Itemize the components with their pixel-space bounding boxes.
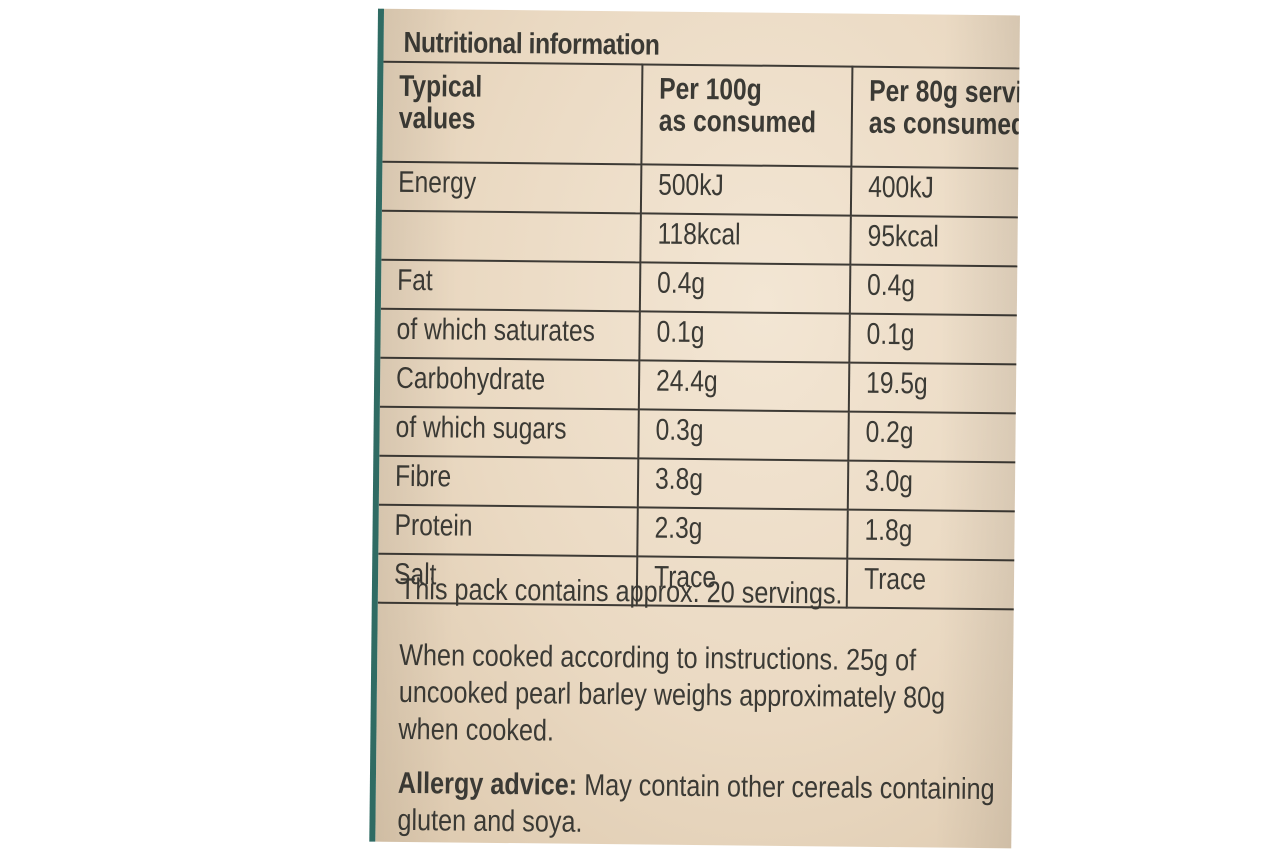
servings-note: This pack contains approx. 20 servings. (399, 572, 843, 611)
table-row: Energy 500kJ 400kJ (381, 161, 1020, 219)
row-value-per-100g: 0.4g (639, 262, 850, 314)
row-value-per-100g: 500kJ (640, 164, 851, 216)
row-value-per-serving: 0.4g (849, 264, 1020, 317)
row-value-per-100g: 118kcal (640, 213, 851, 265)
allergy-advice-text: May contain other cereals containing (577, 768, 995, 807)
row-value-per-100g: 0.1g (639, 311, 850, 363)
header-per-100g: Per 100g as consumed (641, 64, 852, 167)
row-label: of which saturates (380, 308, 640, 361)
row-label: Energy (381, 161, 642, 214)
row-value-per-serving: 3.0g (847, 460, 1020, 513)
row-value-per-100g: 24.4g (638, 360, 849, 412)
allergy-advice: Allergy advice: May contain other cereal… (397, 765, 1020, 846)
header-typical-values: Typical values (382, 61, 643, 165)
row-label: Fat (380, 259, 641, 312)
table-row: Fibre 3.8g 3.0g (378, 455, 1020, 513)
row-value-per-100g: 0.3g (638, 409, 849, 461)
row-value-per-serving: 95kcal (849, 215, 1020, 268)
table-row: Protein 2.3g 1.8g (378, 504, 1020, 562)
row-label: of which sugars (379, 406, 639, 459)
table-row: of which sugars 0.3g 0.2g (379, 406, 1020, 464)
header-per-80g-serving: Per 80g serving as consumed (850, 66, 1020, 170)
row-value-per-serving: 400kJ (850, 166, 1020, 219)
nutrition-table: Typical values Per 100g as consumed Per 80… (377, 61, 1020, 611)
row-value-per-serving: 1.8g (846, 509, 1020, 562)
row-label: Fibre (378, 455, 639, 508)
allergy-advice-text-cont: gluten and soya. (397, 803, 583, 839)
cooking-note: When cooked according to instructions. 2… (398, 638, 946, 748)
nutrition-label-photo: Nutritional information Typical values Pe… (369, 8, 1020, 849)
row-value-per-100g: 2.3g (637, 507, 848, 559)
row-label (381, 210, 641, 263)
table-row: 118kcal 95kcal (381, 210, 1020, 268)
table-row: Carbohydrate 24.4g 19.5g (379, 357, 1020, 415)
row-value-per-serving: 0.2g (847, 411, 1020, 464)
label-title: Nutritional information (403, 26, 660, 62)
table-header-row: Typical values Per 100g as consumed Per 80… (382, 61, 1020, 170)
allergy-advice-label: Allergy advice: (397, 766, 578, 802)
row-label: Protein (378, 504, 638, 557)
table-row: of which saturates 0.1g 0.1g (380, 308, 1020, 366)
row-value-per-100g: 3.8g (637, 458, 848, 510)
row-value-per-serving: 0.1g (848, 313, 1020, 366)
row-value-per-serving: 19.5g (848, 362, 1020, 415)
table-row: Fat 0.4g 0.4g (380, 259, 1020, 317)
row-label: Carbohydrate (379, 357, 640, 410)
